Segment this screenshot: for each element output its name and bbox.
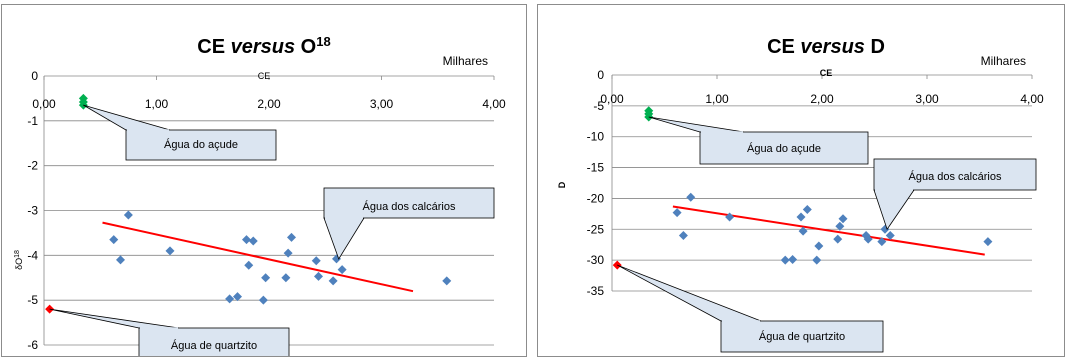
data-point xyxy=(833,234,843,244)
data-point xyxy=(283,248,293,258)
data-point xyxy=(983,237,993,247)
callout-label: Água do açude xyxy=(164,138,238,151)
y-tick-label: -5 xyxy=(27,293,38,307)
data-point xyxy=(258,295,268,305)
callout-box xyxy=(699,131,869,165)
y-tick-label: -3 xyxy=(27,204,38,218)
data-point xyxy=(725,212,735,222)
callout-pointer xyxy=(617,264,762,322)
chart-title: CE versus O18 xyxy=(197,34,330,59)
x-tick-label: 2,00 xyxy=(257,97,281,111)
data-point xyxy=(281,273,291,283)
x-tick-label: 4,00 xyxy=(1020,92,1044,106)
callout-pointer xyxy=(873,189,915,231)
y-tick-label: -10 xyxy=(587,130,605,144)
y-tick-label: 0 xyxy=(31,69,38,83)
callout-box xyxy=(125,129,277,161)
callout-label: Água de quartzito xyxy=(759,330,845,343)
y-tick-label: -15 xyxy=(587,161,605,175)
data-point xyxy=(337,265,347,275)
callout-label: Água de quartzito xyxy=(171,339,257,352)
chart-ce-vs-d: 0 -5 -10 -15 -20 -25 -30 -35 0,00 1,00 2,00 3,00 4,0… xyxy=(557,36,1044,353)
x-unit-label: Milhares xyxy=(443,54,488,68)
data-point xyxy=(780,255,790,265)
data-point xyxy=(838,214,848,224)
data-point xyxy=(863,234,873,244)
data-point xyxy=(877,237,887,247)
y-tick-label: -30 xyxy=(587,253,605,267)
data-point xyxy=(835,221,845,231)
data-point xyxy=(311,256,321,266)
x-unit-label: Milhares xyxy=(981,54,1026,68)
data-point xyxy=(109,235,119,245)
data-point xyxy=(328,276,338,286)
y-tick-label: -6 xyxy=(27,338,38,352)
data-point xyxy=(261,273,271,283)
callout-pointer xyxy=(323,217,365,260)
callout-pointer xyxy=(648,116,745,133)
y-axis-label: δO18 xyxy=(14,250,25,270)
x-tick-label: 2,00 xyxy=(810,92,834,106)
data-point xyxy=(165,246,175,256)
y-tick-label: -35 xyxy=(587,284,605,298)
x-tick-label: 1,00 xyxy=(145,97,169,111)
data-point xyxy=(225,294,235,304)
callout-label: Água do açude xyxy=(747,142,821,155)
data-point xyxy=(248,236,258,246)
data-point xyxy=(885,230,895,240)
x-tick-label: 0,00 xyxy=(32,97,56,111)
data-point xyxy=(788,255,798,265)
y-axis-label: D xyxy=(557,181,567,188)
chart-panel-ce-vs-d: 0 -5 -10 -15 -20 -25 -30 -35 0,00 1,00 2,00 3,00 4,0… xyxy=(537,4,1065,357)
y-tick-label: -5 xyxy=(593,99,604,113)
callout-label: Água dos calcários xyxy=(909,170,1002,183)
callout-box xyxy=(720,320,884,353)
trendline xyxy=(102,221,414,293)
x-tick-label: 4,00 xyxy=(482,97,506,111)
data-point xyxy=(686,192,696,202)
data-point xyxy=(287,232,296,242)
y-tick-label: -20 xyxy=(587,191,605,205)
y-tick-label: -4 xyxy=(27,248,38,262)
y-tick-label: -1 xyxy=(27,114,38,128)
callout-pointer xyxy=(49,308,180,329)
callout-box xyxy=(323,187,495,219)
x-axis-label: CE xyxy=(258,71,271,81)
data-point xyxy=(123,210,133,220)
data-point xyxy=(672,208,682,218)
data-point xyxy=(798,226,808,236)
y-tick-label: 0 xyxy=(597,68,604,82)
callout-label: Água dos calcários xyxy=(363,200,456,213)
data-point xyxy=(796,212,806,222)
data-point xyxy=(242,235,251,245)
chart-panel-ce-vs-o18: 0 -1 -2 -3 -4 -5 -6 0,00 1,00 2,00 3,00 4,00 CE vers… xyxy=(1,4,527,357)
x-tick-label: 3,00 xyxy=(370,97,394,111)
data-point xyxy=(802,205,812,215)
y-tick-label: -25 xyxy=(587,222,605,236)
x-tick-label: 1,00 xyxy=(705,92,729,106)
y-tick-label: -2 xyxy=(27,159,38,173)
chart-ce-vs-o18: 0 -1 -2 -3 -4 -5 -6 0,00 1,00 2,00 3,00 4,00 CE vers… xyxy=(14,34,506,356)
data-point xyxy=(314,271,323,281)
trendline xyxy=(672,205,985,256)
callout-box xyxy=(138,327,290,356)
x-tick-label: 0,00 xyxy=(600,92,624,106)
data-point xyxy=(678,230,688,240)
data-point xyxy=(812,255,822,265)
data-point xyxy=(116,255,125,265)
data-point xyxy=(233,292,242,302)
chart-title: CE versus D xyxy=(767,36,885,58)
data-point xyxy=(442,276,452,286)
data-point xyxy=(244,260,254,270)
data-point xyxy=(814,241,824,251)
x-tick-label: 3,00 xyxy=(915,92,939,106)
callout-box xyxy=(873,158,1037,191)
x-axis-label: CE xyxy=(820,68,833,78)
